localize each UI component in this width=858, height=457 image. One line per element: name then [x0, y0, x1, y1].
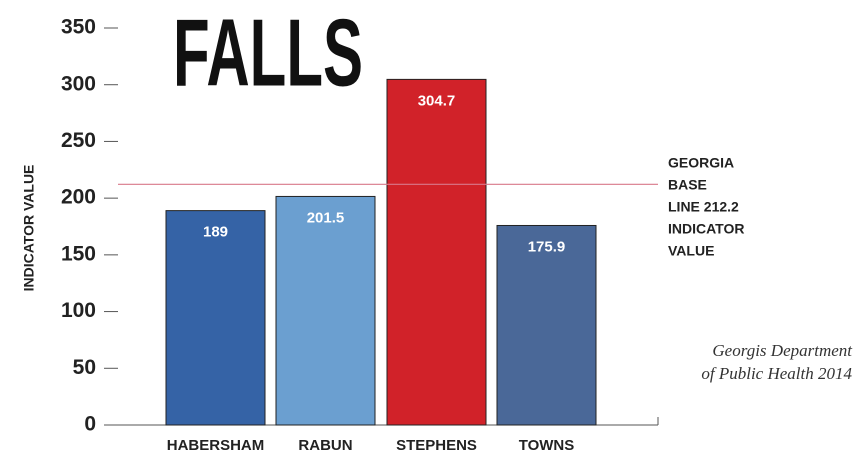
- value-label: 175.9: [528, 238, 566, 255]
- bar: [496, 224, 597, 426]
- source: Georgis Department: [712, 341, 853, 360]
- x-tick-label: TOWNS: [519, 437, 575, 454]
- bar: [386, 78, 487, 426]
- y-tick-label: 200: [61, 186, 96, 209]
- y-tick-label: 300: [61, 72, 96, 95]
- y-tick-label: 350: [61, 16, 96, 39]
- value-label: 201.5: [307, 209, 345, 226]
- reference-label: VALUE: [668, 243, 714, 259]
- reference-label: BASE: [668, 177, 707, 193]
- y-tick-label: 0: [84, 413, 96, 436]
- x-tick-label: HABERSHAM: [167, 437, 265, 454]
- y-axis-label: INDICATOR VALUE: [21, 165, 37, 292]
- value-label: 189: [203, 224, 228, 241]
- y-tick-label: 100: [61, 299, 96, 322]
- source: of Public Health 2014: [701, 364, 852, 383]
- bar: [275, 195, 376, 426]
- x-tick-label: STEPHENS: [396, 437, 477, 454]
- value-label: 304.7: [418, 92, 456, 109]
- y-tick-label: 250: [61, 129, 96, 152]
- y-tick-label: 50: [73, 356, 96, 379]
- reference-label: INDICATOR: [668, 221, 744, 237]
- x-tick-label: RABUN: [298, 437, 352, 454]
- reference-label: GEORGIA: [668, 155, 734, 171]
- reference-label: LINE 212.2: [668, 199, 739, 215]
- chart-title: FALLS: [173, 0, 363, 106]
- bar: [165, 210, 266, 426]
- y-tick-label: 150: [61, 242, 96, 265]
